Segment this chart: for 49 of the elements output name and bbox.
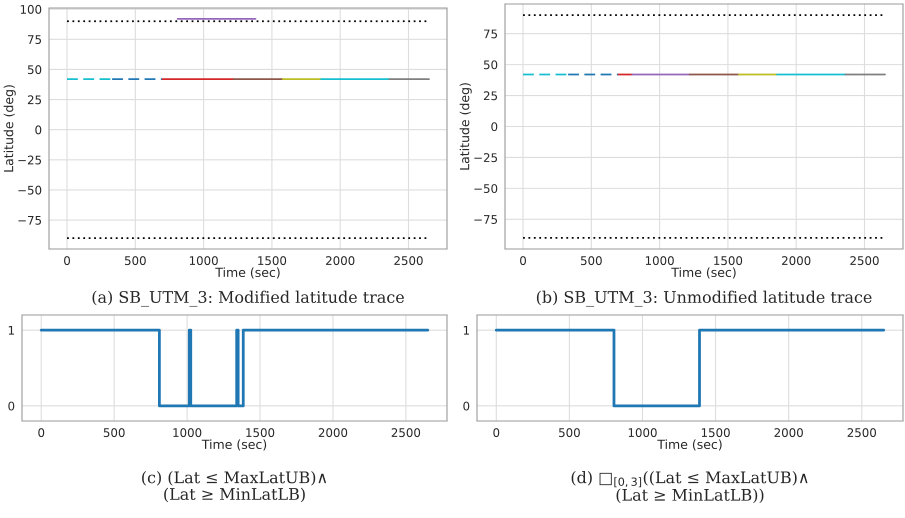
- x-axis-title: Time (sec): [215, 267, 280, 279]
- y-tick-label: 0: [491, 122, 498, 132]
- x-tick-label: 2500: [394, 256, 423, 266]
- y-tick-label: 75: [28, 35, 42, 44]
- x-tick-label: 0: [64, 256, 70, 266]
- x-tick-label: 2500: [848, 428, 876, 438]
- y-tick-label: −25: [18, 156, 42, 164]
- x-axis-title: Time (sec): [202, 439, 266, 451]
- x-tick-label: 2000: [774, 428, 803, 438]
- y-axis-title: Latitude (deg): [4, 85, 16, 172]
- x-tick-label: 500: [124, 256, 146, 266]
- y-tick-label: 50: [28, 65, 42, 74]
- y-tick-label: −50: [18, 186, 42, 195]
- x-tick-label: 0: [520, 256, 526, 266]
- y-axis-title: Latitude (deg): [460, 83, 472, 170]
- y-tick-label: −75: [18, 216, 42, 225]
- x-tick-label: 2000: [318, 428, 348, 438]
- y-tick-label: 1: [8, 326, 14, 335]
- y-tick-label: −50: [474, 184, 498, 194]
- x-tick-label: 500: [104, 428, 125, 438]
- x-tick-label: 1000: [628, 428, 657, 438]
- x-tick-label: 500: [559, 428, 580, 438]
- y-tick-label: 50: [484, 60, 498, 70]
- x-tick-label: 1500: [702, 428, 730, 438]
- x-tick-label: 2500: [392, 428, 420, 438]
- x-tick-label: 500: [580, 256, 602, 266]
- x-tick-label: 1500: [714, 256, 742, 266]
- y-tick-label: 25: [28, 95, 42, 104]
- x-tick-label: 1000: [646, 256, 674, 266]
- y-tick-label: 1: [464, 326, 469, 335]
- text: (d) □$_{[0,3]}$((Lat ≤ MaxLatUB)∧ (Lat ≥ MinLatLB)): [572, 471, 808, 504]
- x-axis-title: Time (sec): [657, 439, 722, 451]
- text: (b) SB_UTM_3: Unmodified latitude trace: [536, 290, 872, 307]
- text: (a) SB_UTM_3: Modified latitude trace: [92, 290, 404, 307]
- y-tick-label: 25: [484, 91, 498, 100]
- x-tick-label: 2000: [326, 256, 354, 266]
- x-tick-label: 1500: [246, 428, 274, 438]
- y-tick-label: 0: [35, 125, 42, 134]
- text: (c) (Lat ≤ MaxLatUB)∧ (Lat ≥ MinLatLB): [142, 471, 326, 502]
- x-tick-label: 2000: [782, 256, 810, 266]
- x-tick-label: 2500: [850, 256, 879, 266]
- y-tick-label: −75: [474, 215, 498, 224]
- y-tick-label: −25: [474, 153, 498, 162]
- y-tick-label: 75: [484, 30, 498, 38]
- x-axis-title: Time (sec): [671, 267, 736, 279]
- x-tick-label: 1000: [190, 256, 218, 266]
- x-tick-label: 1500: [258, 256, 286, 266]
- x-tick-label: 1000: [173, 428, 202, 438]
- y-tick-label: 100: [20, 4, 42, 14]
